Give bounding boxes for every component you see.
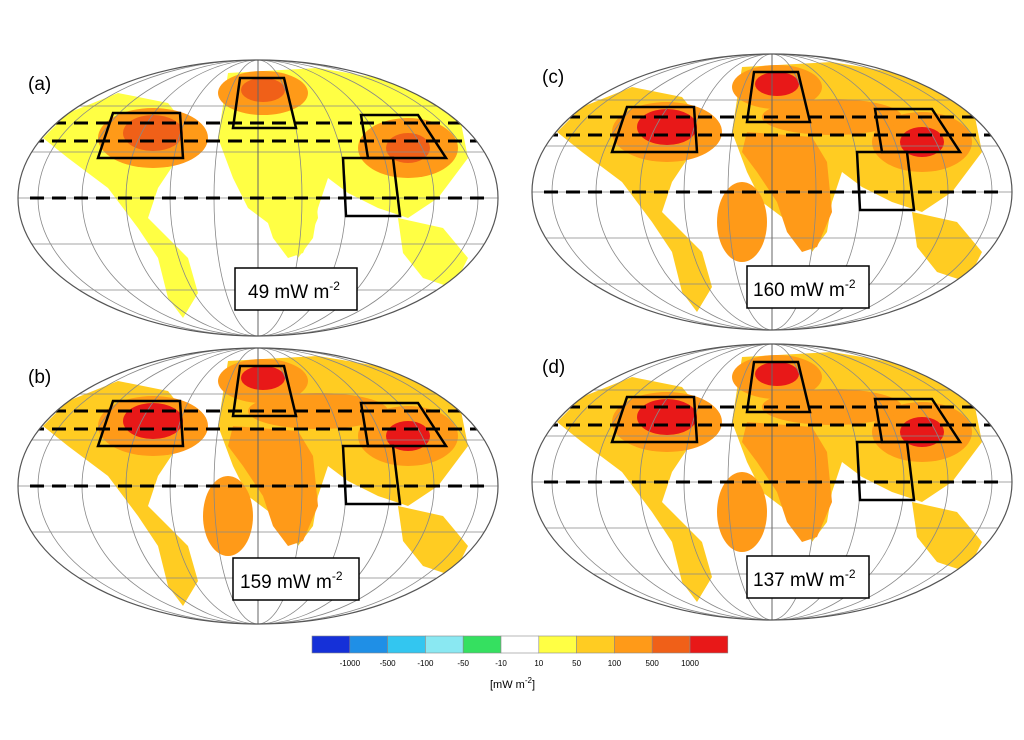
value-exponent-d: -2 bbox=[845, 567, 856, 581]
colorbar-tick-label: -1000 bbox=[340, 659, 361, 668]
colorbar-segment bbox=[614, 635, 653, 654]
region-box-south-asia bbox=[855, 150, 916, 212]
africa-band bbox=[203, 476, 253, 556]
colorbar-segment bbox=[387, 635, 426, 654]
panel-label-b: (b) bbox=[28, 367, 51, 388]
colorbar-unit-label: [mW m-2] bbox=[490, 676, 535, 691]
region-box-east-asia bbox=[359, 113, 449, 160]
europe-hotspot bbox=[241, 366, 285, 390]
colorbar-tick-label: -10 bbox=[495, 659, 507, 668]
map-panel-d bbox=[531, 343, 1013, 621]
colorbar-tick-label: 50 bbox=[572, 659, 581, 668]
australia-shading bbox=[398, 506, 468, 576]
value-number-b: 159 bbox=[240, 572, 272, 593]
region-box-south-asia bbox=[855, 440, 916, 502]
colorbar-tick-label: -500 bbox=[380, 659, 397, 668]
svg-text:49 mW m-2: 49 mW m-2 bbox=[248, 279, 340, 303]
value-box-b: 159 mW m-2 bbox=[232, 557, 360, 601]
value-number-a: 49 bbox=[248, 282, 269, 303]
colorbar-segment bbox=[349, 635, 388, 654]
region-box-north-america bbox=[96, 399, 185, 448]
value-number-d: 137 bbox=[753, 570, 785, 591]
region-box-east-asia bbox=[873, 107, 963, 154]
value-box-d: 137 mW m-2 bbox=[746, 555, 870, 599]
north-america-hotspot bbox=[637, 399, 697, 435]
colorbar-segment bbox=[500, 635, 540, 654]
east-asia-hotspot bbox=[900, 417, 944, 447]
value-exponent-b: -2 bbox=[332, 569, 343, 583]
east-asia-hotspot bbox=[386, 133, 430, 163]
colorbar-segment bbox=[576, 635, 615, 654]
colorbar-tick-label: 1000 bbox=[681, 659, 699, 668]
region-box-europe bbox=[231, 364, 298, 418]
colorbar: -1000 -500 -100 -50 -10 10 50 100 500 1000 bbox=[311, 635, 729, 668]
region-box-east-asia bbox=[873, 397, 963, 444]
australia-shading bbox=[398, 218, 468, 288]
panel-label-c: (c) bbox=[542, 67, 564, 88]
africa-band bbox=[717, 182, 767, 262]
north-america-hotspot bbox=[637, 109, 697, 145]
svg-text:137 mW m-2: 137 mW m-2 bbox=[753, 567, 856, 591]
region-box-north-america bbox=[96, 111, 185, 160]
region-box-east-asia bbox=[359, 401, 449, 448]
value-unit-d: mW m bbox=[790, 570, 845, 591]
value-exponent-c: -2 bbox=[845, 277, 856, 291]
value-unit-a: mW m bbox=[274, 282, 329, 303]
colorbar-segment bbox=[425, 635, 464, 654]
colorbar-segment bbox=[538, 635, 577, 654]
region-box-europe bbox=[745, 360, 812, 414]
svg-text:159 mW m-2: 159 mW m-2 bbox=[240, 569, 343, 593]
panel-label-a: (a) bbox=[28, 74, 51, 95]
svg-text:160 mW m-2: 160 mW m-2 bbox=[753, 277, 856, 301]
map-outline bbox=[531, 343, 1013, 621]
region-box-north-america bbox=[610, 105, 699, 154]
map-panel-c bbox=[531, 53, 1013, 331]
australia-shading bbox=[912, 502, 982, 572]
east-asia-hotspot bbox=[386, 421, 430, 451]
north-america-hotspot bbox=[123, 403, 183, 439]
colorbar-segment bbox=[651, 635, 691, 654]
region-box-europe bbox=[231, 76, 298, 130]
colorbar-segment bbox=[462, 635, 502, 654]
europe-hotspot bbox=[755, 72, 799, 96]
region-box-north-america bbox=[610, 395, 699, 444]
europe-hotspot bbox=[241, 78, 285, 102]
map-outline bbox=[531, 53, 1013, 331]
map-panel-a bbox=[17, 59, 499, 337]
colorbar-segment bbox=[689, 635, 729, 654]
map-outline bbox=[17, 347, 499, 625]
region-box-south-asia bbox=[341, 156, 402, 218]
region-box-south-asia bbox=[341, 444, 402, 506]
value-exponent-a: -2 bbox=[329, 279, 340, 293]
map-outline bbox=[17, 59, 499, 337]
value-number-c: 160 bbox=[753, 280, 785, 301]
value-unit-c: mW m bbox=[790, 280, 845, 301]
europe-hotspot bbox=[755, 362, 799, 386]
colorbar-tick-label: 100 bbox=[608, 659, 622, 668]
colorbar-segment bbox=[311, 635, 351, 654]
region-box-europe bbox=[745, 70, 812, 124]
colorbar-tick-label: 10 bbox=[534, 659, 543, 668]
map-fill bbox=[532, 54, 1012, 330]
africa-band bbox=[717, 472, 767, 552]
value-box-a: 49 mW m-2 bbox=[234, 267, 358, 311]
north-america-hotspot bbox=[123, 115, 183, 151]
panel-label-d: (d) bbox=[542, 357, 565, 378]
map-fill bbox=[18, 60, 498, 336]
colorbar-tick-label: -100 bbox=[417, 659, 434, 668]
value-unit-b: mW m bbox=[277, 572, 332, 593]
colorbar-tick-label: 500 bbox=[646, 659, 660, 668]
australia-shading bbox=[912, 212, 982, 282]
map-fill bbox=[532, 344, 1012, 620]
value-box-c: 160 mW m-2 bbox=[746, 265, 870, 309]
east-asia-hotspot bbox=[900, 127, 944, 157]
colorbar-tick-label: -50 bbox=[457, 659, 469, 668]
map-panel-b bbox=[17, 347, 499, 625]
